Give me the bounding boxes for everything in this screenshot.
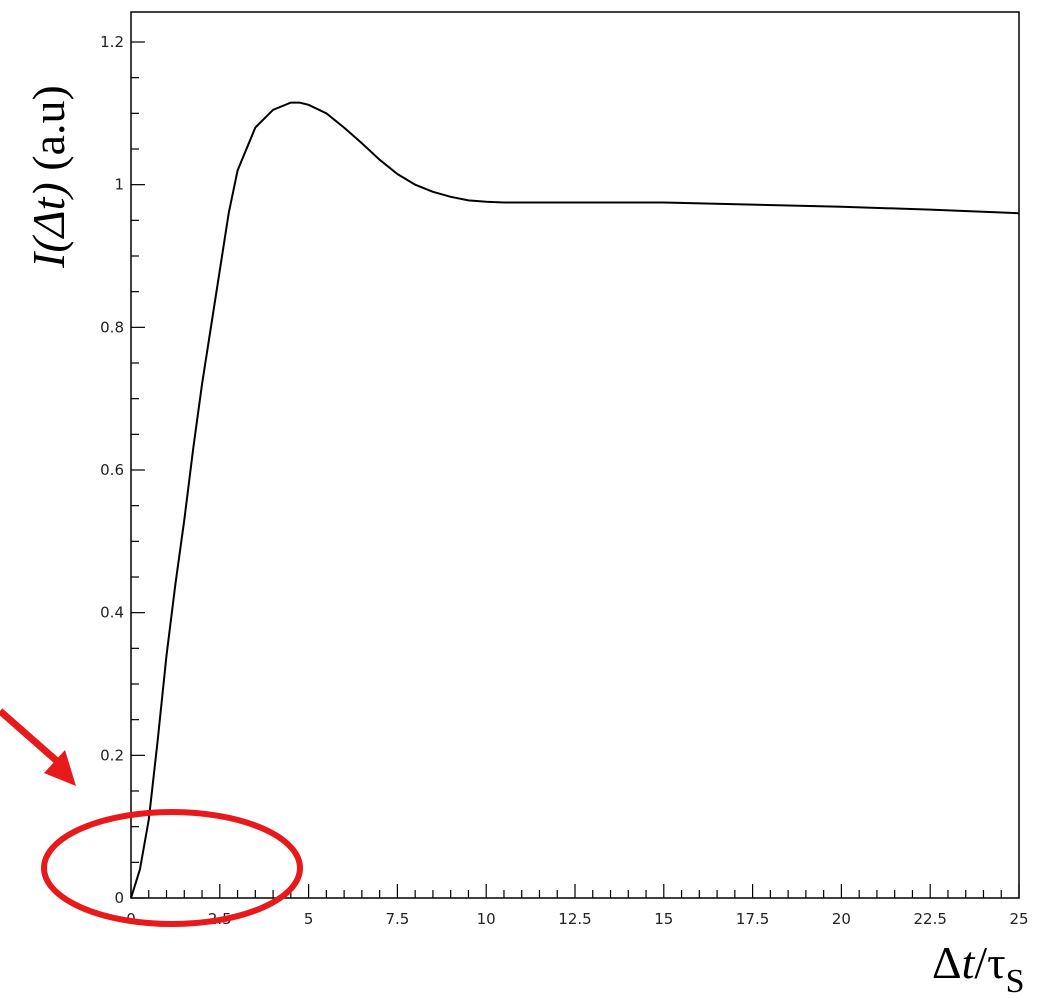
y-tick-label: 0 (114, 889, 124, 907)
x-axis-title-slash: /τ (974, 937, 1005, 988)
series-line (130, 101, 1020, 899)
x-axis-title-symbol: Δ (932, 937, 962, 988)
highlight-circle (41, 809, 303, 927)
y-axis-tick-labels: 0 0.2 0.4 0.6 0.8 1 1.2 (100, 33, 124, 907)
y-axis-title-units: (a.u) (23, 85, 74, 182)
x-axis-title-sub: S (1006, 963, 1025, 1000)
x-tick-label: 12.5 (558, 910, 591, 928)
arrow-head (44, 750, 76, 786)
x-tick-label: 10 (477, 910, 496, 928)
y-tick-label: 1.2 (100, 33, 124, 51)
x-axis-tick-labels: 0 2.5 5 7.5 10 12.5 15 17.5 20 22.5 25 (126, 910, 1028, 928)
y-tick-label: 0.2 (100, 746, 124, 764)
y-tick-label: 0.8 (100, 318, 124, 336)
x-tick-label: 5 (304, 910, 314, 928)
x-tick-label: 15 (654, 910, 673, 928)
y-tick-label: 0.6 (100, 461, 124, 479)
x-tick-label: 22.5 (913, 910, 946, 928)
y-axis-title-suffix: ) (23, 182, 74, 200)
x-axis-title: Δt/τS (932, 937, 1025, 1000)
annotation-arrow (0, 708, 76, 786)
x-tick-label: 20 (832, 910, 851, 928)
x-axis-ticks (130, 884, 1020, 898)
y-axis-ticks (131, 41, 145, 899)
y-axis-title: I(Δt) (a.u) (23, 85, 74, 269)
x-tick-label: 17.5 (736, 910, 769, 928)
x-axis-title-var: t (962, 937, 976, 988)
plot-frame (130, 11, 1020, 899)
arrow-shaft (0, 708, 61, 765)
y-axis-title-prefix: I(Δ (23, 210, 74, 269)
y-axis-title-var: t (23, 196, 74, 210)
y-tick-label: 1 (114, 176, 124, 194)
y-tick-label: 0.4 (100, 604, 124, 622)
x-tick-label: 25 (1009, 910, 1028, 928)
x-tick-label: 7.5 (385, 910, 409, 928)
